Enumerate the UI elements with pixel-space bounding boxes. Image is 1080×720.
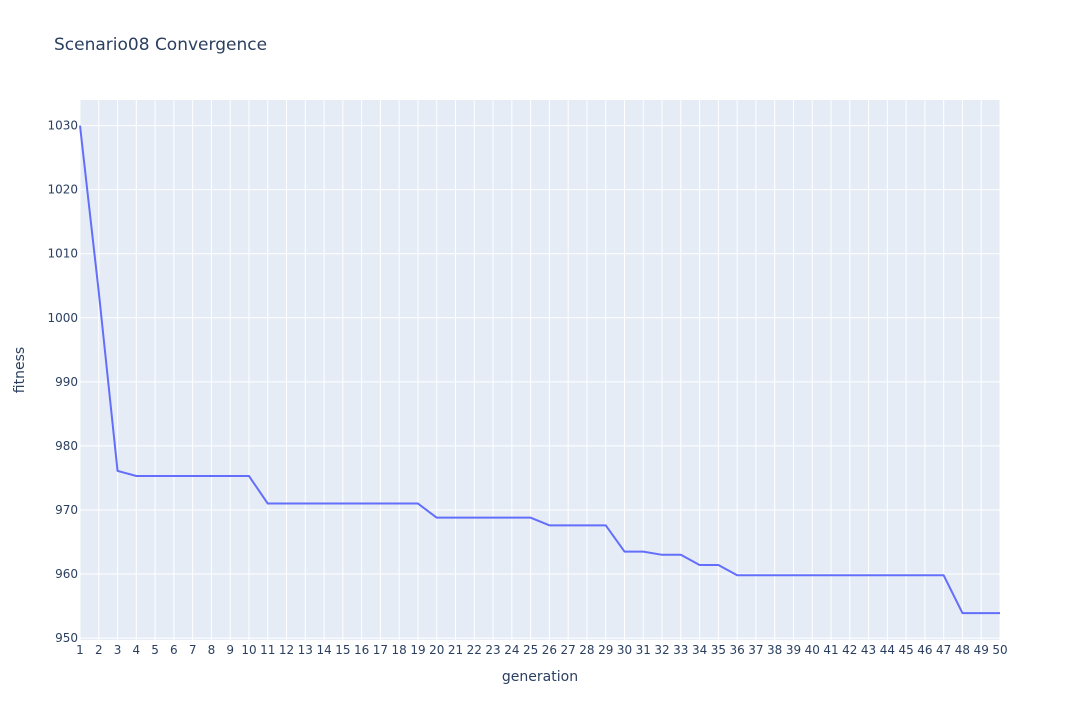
x-tick-label: 42 (842, 643, 857, 657)
x-tick-label: 27 (561, 643, 576, 657)
y-tick-label: 1010 (47, 247, 78, 261)
x-tick-label: 34 (692, 643, 707, 657)
x-tick-label: 8 (208, 643, 216, 657)
x-tick-label: 35 (711, 643, 726, 657)
x-tick-label: 3 (114, 643, 122, 657)
x-tick-label: 25 (523, 643, 538, 657)
x-tick-label: 50 (992, 643, 1007, 657)
y-axis-title: fitness (12, 347, 28, 393)
x-tick-label: 29 (598, 643, 613, 657)
x-tick-label: 19 (410, 643, 425, 657)
y-tick-label: 1020 (47, 183, 78, 197)
x-tick-label: 37 (748, 643, 763, 657)
x-tick-label: 26 (542, 643, 557, 657)
y-tick-label: 1030 (47, 119, 78, 133)
x-tick-label: 33 (673, 643, 688, 657)
x-tick-label: 23 (485, 643, 500, 657)
x-tick-label: 31 (636, 643, 651, 657)
y-tick-labels: 950 960 970 980 990 1000 1010 1020 1030 (47, 119, 78, 645)
fitness-series-line (79, 125, 1000, 615)
x-axis-title: generation (502, 669, 578, 685)
x-tick-label: 7 (189, 643, 197, 657)
x-tick-label: 46 (917, 643, 932, 657)
x-tick-label: 28 (579, 643, 594, 657)
x-tick-label: 47 (936, 643, 951, 657)
x-tick-label: 48 (955, 643, 970, 657)
x-tick-label: 44 (880, 643, 895, 657)
x-tick-label: 15 (335, 643, 350, 657)
x-tick-label: 10 (241, 643, 256, 657)
x-tick-label: 30 (617, 643, 632, 657)
x-tick-label: 1 (76, 643, 84, 657)
y-tick-label: 970 (55, 503, 78, 517)
x-tick-label: 45 (898, 643, 913, 657)
x-tick-label: 14 (316, 643, 331, 657)
y-tick-label: 990 (55, 375, 78, 389)
x-tick-label: 40 (805, 643, 820, 657)
x-tick-label: 12 (279, 643, 294, 657)
y-tick-label: 960 (55, 567, 78, 581)
x-tick-label: 4 (133, 643, 141, 657)
x-tick-label: 2 (95, 643, 103, 657)
y-tick-label: 1000 (47, 311, 78, 325)
x-tick-label: 39 (786, 643, 801, 657)
x-tick-label: 11 (260, 643, 275, 657)
x-tick-label: 20 (429, 643, 444, 657)
x-tick-label: 5 (151, 643, 159, 657)
x-tick-label: 18 (392, 643, 407, 657)
x-tick-label: 13 (298, 643, 313, 657)
plot-area (80, 100, 1000, 640)
series-group (79, 125, 1000, 615)
x-tick-label: 22 (467, 643, 482, 657)
y-tick-label: 950 (55, 631, 78, 645)
x-tick-label: 41 (823, 643, 838, 657)
x-tick-label: 49 (974, 643, 989, 657)
x-tick-label: 6 (170, 643, 178, 657)
chart-title: Scenario08 Convergence (54, 35, 267, 55)
x-tick-labels: 1 2 3 4 5 6 7 8 9 10 11 12 13 14 15 16 17 18 19 20 21 22 23 24 2… (76, 643, 1007, 657)
x-tick-label: 16 (354, 643, 369, 657)
x-tick-label: 32 (654, 643, 669, 657)
x-tick-label: 38 (767, 643, 782, 657)
x-tick-label: 36 (730, 643, 745, 657)
x-tick-label: 9 (226, 643, 234, 657)
x-tick-label: 24 (504, 643, 519, 657)
x-tick-label: 43 (861, 643, 876, 657)
x-tick-label: 21 (448, 643, 463, 657)
y-tick-label: 980 (55, 439, 78, 453)
x-tick-label: 17 (373, 643, 388, 657)
